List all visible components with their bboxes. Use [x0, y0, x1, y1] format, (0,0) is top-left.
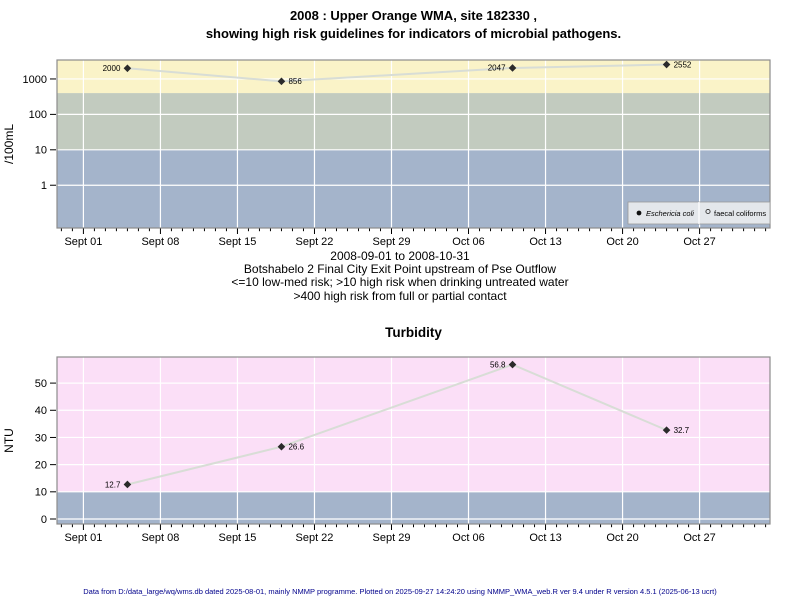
y-tick-label: 0 — [41, 514, 47, 526]
x-tick-label: Oct 06 — [452, 532, 484, 544]
x-tick-label: Sept 08 — [141, 236, 179, 248]
data-point-marker — [662, 60, 671, 69]
legend-open-marker-icon — [705, 208, 711, 215]
series-line — [127, 363, 667, 486]
data-point-marker — [123, 480, 132, 489]
x-tick-label: Oct 27 — [683, 236, 715, 248]
y-tick-label: 50 — [35, 378, 47, 390]
x-tick-label: Sept 29 — [373, 236, 411, 248]
data-point-marker — [277, 442, 286, 451]
data-point-marker — [508, 64, 517, 72]
legend-label-faecal-coliforms: faecal coliforms — [714, 209, 766, 218]
y-tick-label: 20 — [35, 459, 47, 471]
x-tick-label: Oct 06 — [452, 236, 484, 248]
data-point-marker — [508, 360, 517, 369]
caption-date-range: 2008-09-01 to 2008-10-31 — [330, 249, 470, 263]
x-tick-label: Sept 22 — [296, 532, 334, 544]
microbial-chart-title: 2008 : Upper Orange WMA, site 182330 , s… — [57, 7, 770, 43]
turbidity-chart-title: Turbidity — [385, 325, 442, 340]
x-tick-label: Oct 20 — [606, 236, 638, 248]
y-tick-label: 40 — [35, 405, 47, 417]
data-point-label: 56.8 — [490, 360, 506, 369]
data-point-label: 2047 — [488, 64, 506, 73]
x-tick-label: Sept 01 — [64, 236, 102, 248]
y-tick-label: 10 — [35, 145, 47, 157]
data-point-label: 12.7 — [105, 480, 121, 489]
caption-risk-guideline-contact: >400 high risk from full or partial cont… — [293, 288, 507, 303]
microbial-chart-title-line2: showing high risk guidelines for indicat… — [205, 26, 622, 41]
data-point-label: 2552 — [674, 60, 692, 69]
caption-site-description: Botshabelo 2 Final City Exit Point upstr… — [243, 262, 557, 277]
chart-caption-block: 2008-09-01 to 2008-10-31 Botshabelo 2 Fi… — [0, 249, 800, 303]
x-tick-label: Sept 01 — [64, 532, 102, 544]
y-tick-label: 10 — [35, 487, 47, 499]
x-tick-label: Sept 15 — [218, 236, 256, 248]
caption-risk-guideline-drinking: <=10 low-med risk; >10 high risk when dr… — [231, 275, 569, 290]
legend-label-ecoli: Eschericia coli — [646, 209, 694, 218]
x-tick-label: Oct 27 — [683, 532, 715, 544]
series-line — [127, 63, 667, 83]
data-point-label: 32.7 — [674, 426, 690, 435]
y-axis-title: /100mL — [2, 124, 16, 164]
data-point-label: 26.6 — [288, 442, 304, 451]
y-axis-title: NTU — [2, 428, 16, 453]
y-tick-label: 1000 — [23, 74, 47, 86]
plot-border — [56, 356, 771, 525]
y-tick-label: 100 — [29, 109, 47, 121]
x-tick-label: Oct 20 — [606, 532, 638, 544]
x-tick-label: Sept 22 — [296, 236, 334, 248]
data-point-label: 2000 — [103, 64, 121, 73]
x-tick-label: Oct 13 — [529, 532, 561, 544]
plot-border — [56, 59, 771, 229]
x-tick-label: Sept 29 — [373, 532, 411, 544]
x-tick-label: Sept 15 — [218, 532, 256, 544]
risk-band — [57, 357, 770, 492]
x-tick-label: Sept 08 — [141, 532, 179, 544]
footer-provenance-note: Data from D:/data_large/wq/wms.db dated … — [83, 587, 717, 596]
risk-band — [57, 93, 770, 150]
microbial-chart-title-line1: 2008 : Upper Orange WMA, site 182330 , — [289, 8, 538, 23]
y-tick-label: 1 — [41, 180, 47, 192]
y-tick-label: 30 — [35, 432, 47, 444]
legend-filled-marker-icon — [636, 210, 642, 216]
data-point-label: 856 — [288, 77, 302, 86]
data-point-marker — [123, 64, 132, 73]
data-point-marker — [662, 426, 671, 434]
data-point-marker — [277, 77, 286, 86]
x-tick-label: Oct 13 — [529, 236, 561, 248]
